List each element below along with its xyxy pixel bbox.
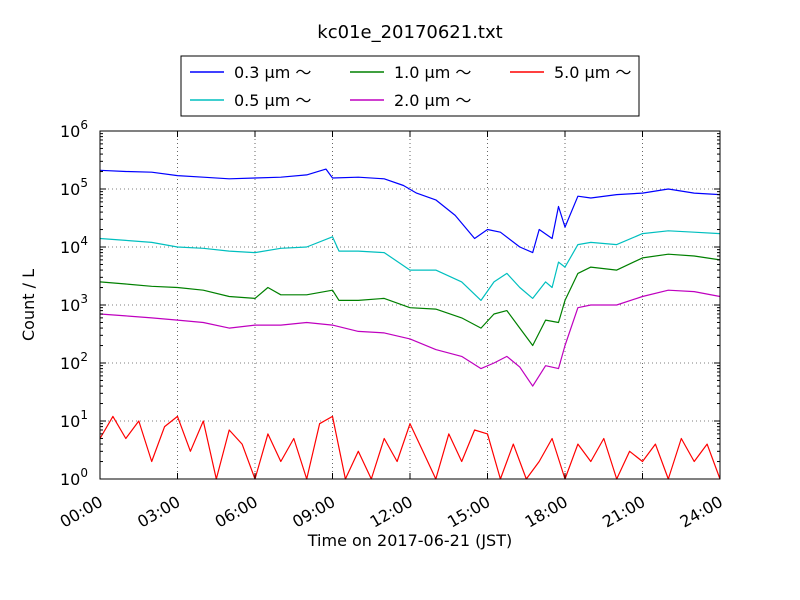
y-tick-label: 105 — [60, 176, 88, 199]
x-tick-label: 09:00 — [289, 492, 338, 532]
series-line-2 — [99, 253, 721, 347]
x-axis-label: Time on 2017-06-21 (JST) — [307, 531, 512, 550]
y-tick-label: 106 — [60, 118, 88, 141]
x-tick-label: 03:00 — [134, 492, 183, 532]
x-tick-label: 21:00 — [599, 492, 648, 532]
series-layer — [99, 168, 721, 480]
y-axis-label: Count / L — [19, 269, 38, 341]
ticks: 00:00 03:00 06:00 09:00 12:00 15:00 18:00 21:00… — [57, 118, 726, 532]
grid — [100, 131, 720, 479]
x-tick-label: 06:00 — [212, 492, 261, 532]
y-tick-label: 104 — [60, 234, 88, 257]
legend-label: 0.3 μm ～ — [234, 63, 311, 82]
x-tick-label: 18:00 — [522, 492, 571, 532]
plot-area: 00:00 03:00 06:00 09:00 12:00 15:00 18:00 21:00… — [57, 118, 726, 532]
chart-title: kc01e_20170621.txt — [317, 22, 502, 43]
legend-frame — [180, 55, 640, 117]
y-tick-label: 102 — [60, 350, 88, 373]
x-tick-label: 00:00 — [57, 492, 106, 532]
x-tick-label: 24:00 — [677, 492, 726, 532]
x-tick-label: 12:00 — [367, 492, 416, 532]
legend-label: 5.0 μm ～ — [554, 63, 631, 82]
legend-label: 0.5 μm ～ — [234, 91, 311, 110]
series-line-1 — [99, 230, 721, 301]
y-tick-label: 100 — [60, 466, 88, 489]
legend: 0.3 μm ～ 0.5 μm ～ 1.0 μm ～ 2.0 μm ～ 5.0 μm ～ — [180, 55, 640, 117]
legend-label: 2.0 μm ～ — [394, 91, 471, 110]
legend-label: 1.0 μm ～ — [394, 63, 471, 82]
x-tick-label: 15:00 — [444, 492, 493, 532]
series-line-3 — [99, 289, 721, 387]
y-tick-label: 101 — [60, 408, 88, 431]
series-line-0 — [99, 168, 721, 254]
y-tick-label: 103 — [60, 292, 88, 315]
